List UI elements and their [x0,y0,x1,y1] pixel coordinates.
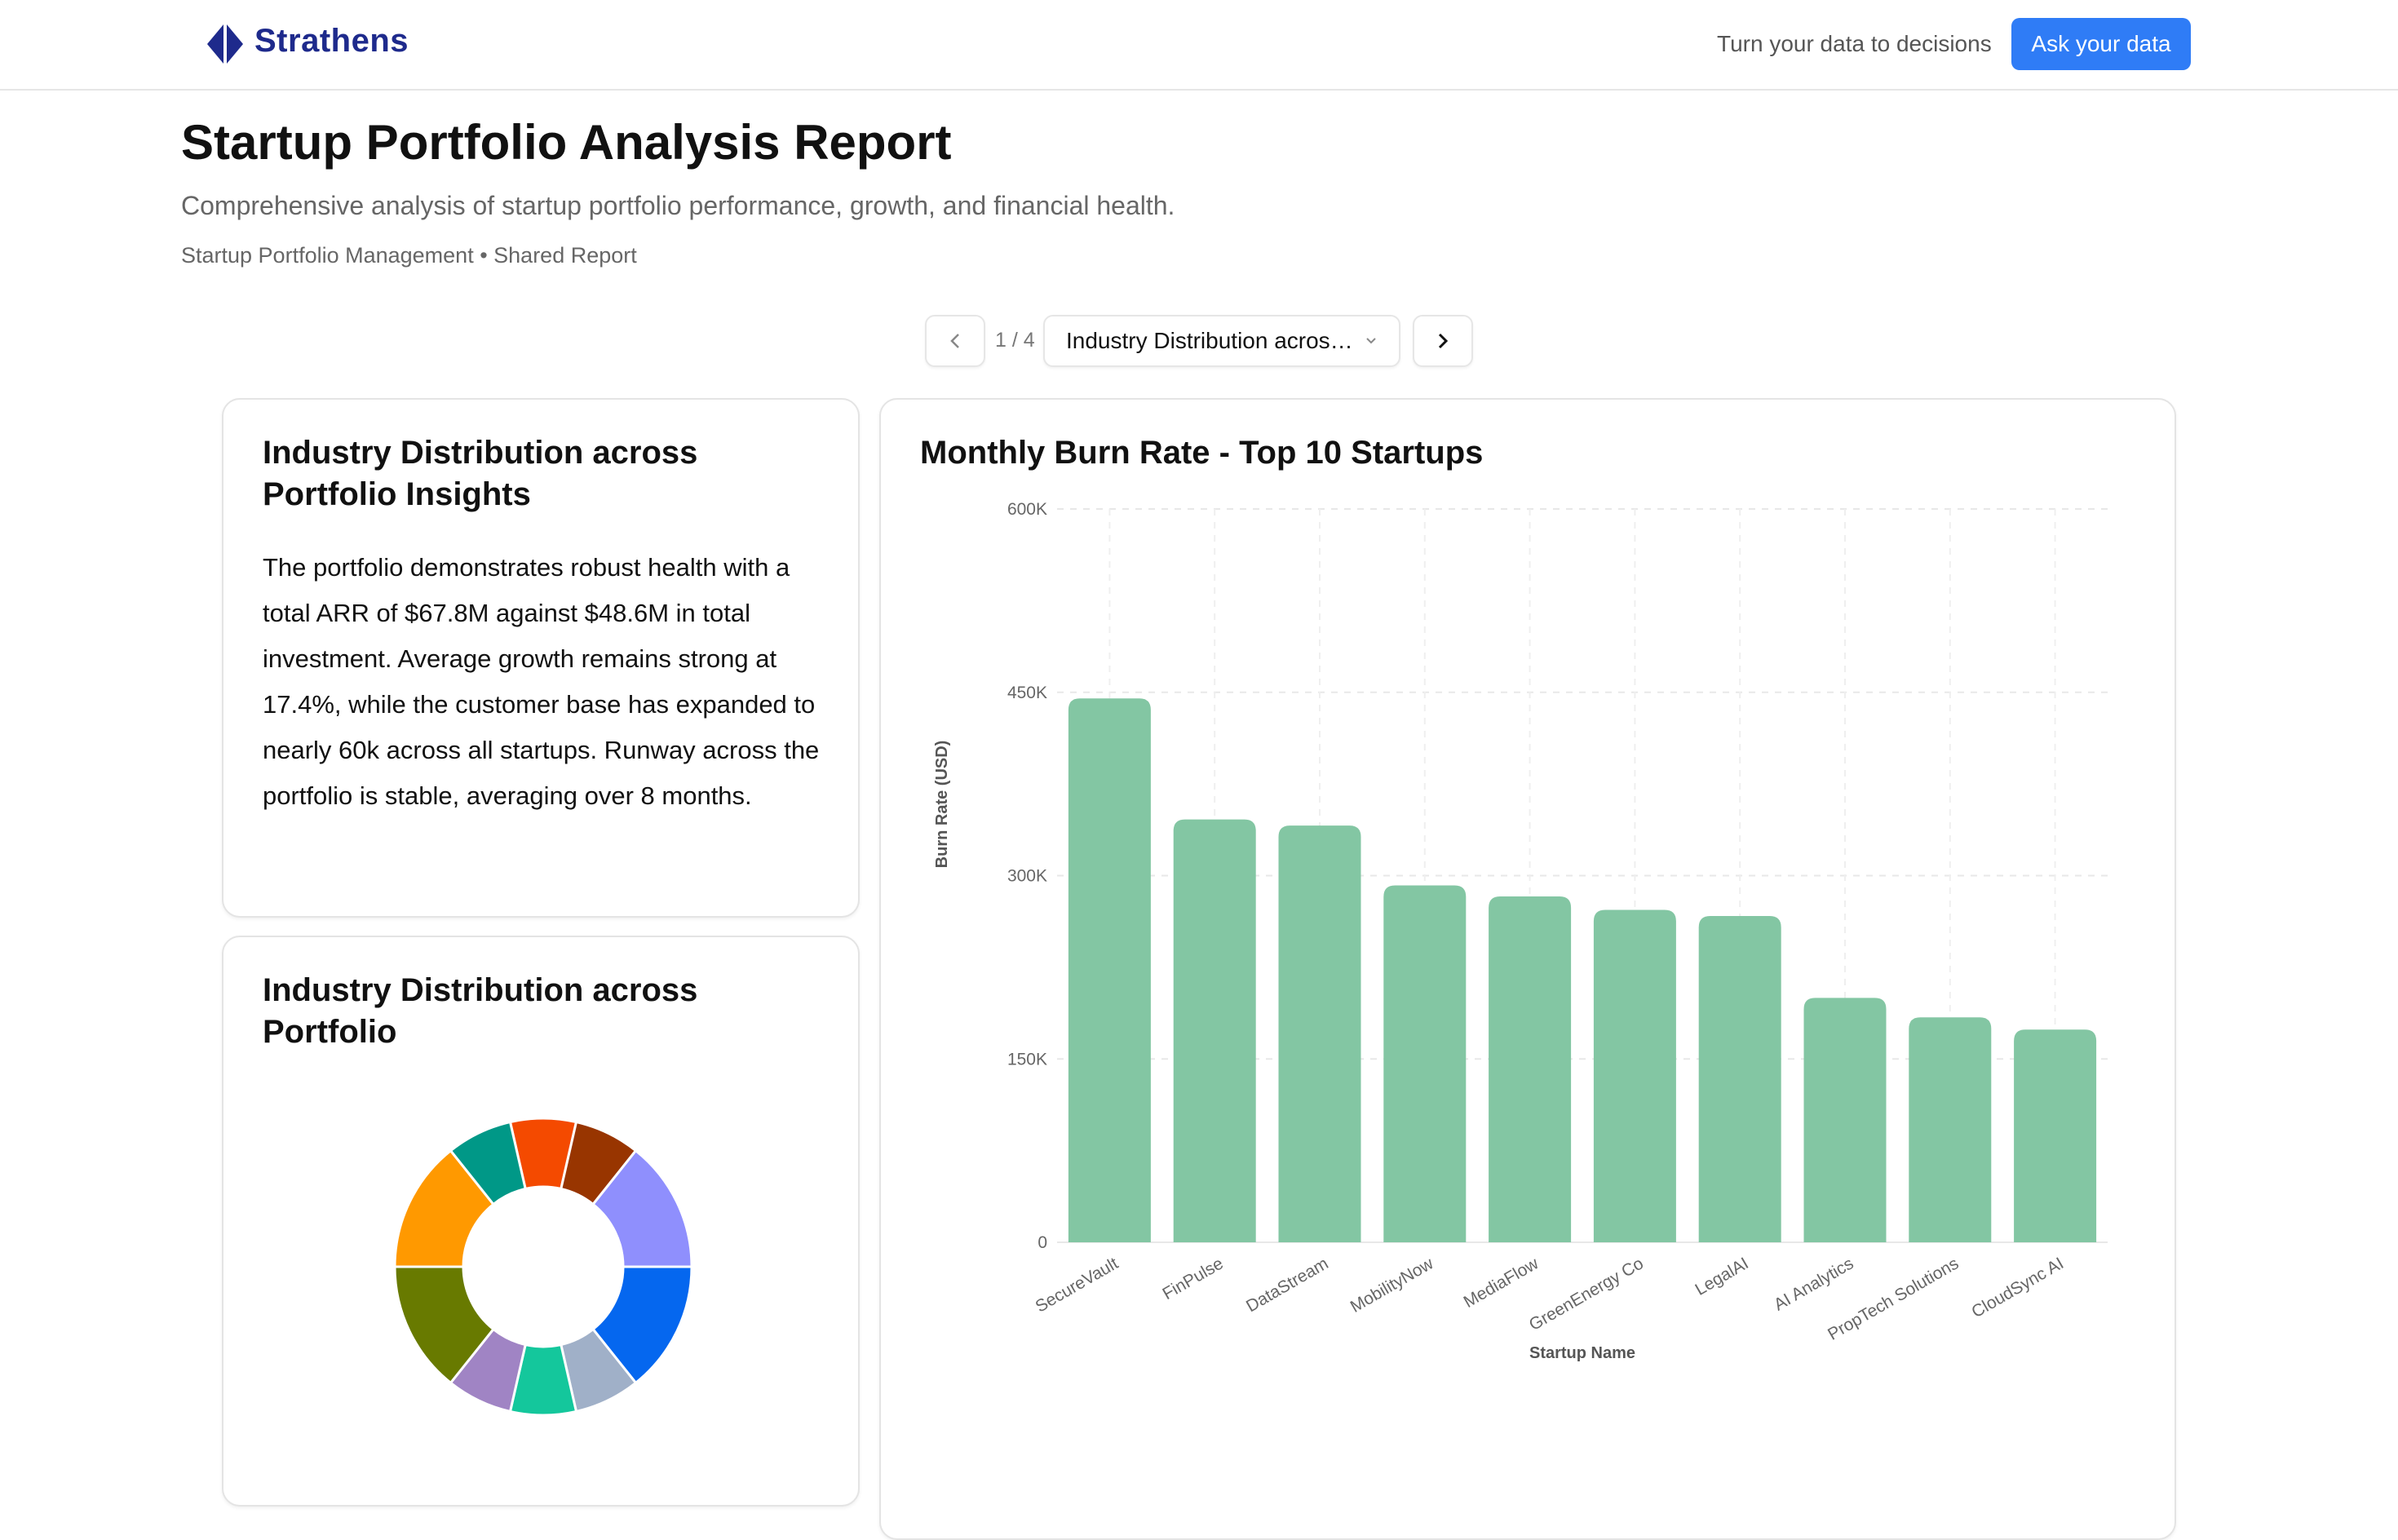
donut-chart-title: Industry Distribution across Portfolio [263,972,698,1050]
burn-rate-bar-chart: 0 150K 300K 450K 600K SecureVault FinPulse Data… [933,500,2108,1362]
x-tick-label: SecureVault [1033,1254,1122,1316]
donut-slice[interactable] [449,1120,527,1206]
chevron-right-icon [1438,333,1449,349]
x-axis-title: Startup Name [1529,1344,1635,1362]
x-tick-label: CloudSync AI [1968,1254,2067,1321]
y-tick-label: 450K [1007,684,1047,702]
report-meta: Startup Portfolio Management • Shared Re… [181,243,637,268]
x-tick-label: LegalAI [1692,1254,1752,1299]
bar[interactable] [1278,825,1361,1242]
chevron-down-icon [1366,338,1376,344]
x-tick-label: MediaFlow [1461,1254,1542,1312]
x-tick-label: AI Analytics [1771,1254,1857,1314]
bar[interactable] [1593,909,1676,1242]
top-nav: Strathens Turn your data to decisions As… [0,0,2398,91]
bar[interactable] [1803,998,1887,1242]
bar[interactable] [1383,885,1467,1242]
bar[interactable] [1698,915,1781,1242]
industry-distribution-card: Industry Distribution across Portfolio [222,936,860,1507]
bar[interactable] [1489,896,1572,1242]
bar[interactable] [2014,1029,2097,1242]
next-page-button[interactable] [1413,315,1473,367]
x-tick-label: GreenEnergy Co [1526,1254,1647,1334]
y-tick-label: 600K [1007,500,1047,519]
bar[interactable] [1068,698,1151,1242]
strathens-logo-icon [207,24,243,64]
x-tick-label: MobilityNow [1347,1254,1437,1317]
bar-chart-title: Monthly Burn Rate - Top 10 Startups [920,435,1484,471]
industry-donut-chart [393,1117,693,1417]
tagline: Turn your data to decisions [1717,31,1992,56]
insights-card: Industry Distribution across Portfolio I… [222,398,860,918]
bar[interactable] [1173,819,1256,1242]
x-tick-label: FinPulse [1159,1254,1226,1303]
page-subtitle: Comprehensive analysis of startup portfo… [181,191,1175,220]
prev-page-button[interactable] [925,315,985,367]
bar[interactable] [1909,1017,1992,1242]
y-tick-label: 150K [1007,1050,1047,1069]
insights-card-title: Industry Distribution across Portfolio I… [263,435,698,512]
page-indicator: 1 / 4 [995,329,1035,352]
insights-text: The portfolio demonstrates robust health… [263,553,820,810]
burn-rate-card: Monthly Burn Rate - Top 10 Startups 0 150… [879,398,2176,1540]
y-tick-label: 300K [1007,867,1047,886]
y-axis-title: Burn Rate (USD) [933,741,951,869]
chevron-left-icon [950,334,959,348]
x-tick-label: DataStream [1243,1254,1332,1316]
section-select-value: Industry Distribution acros… [1066,328,1353,353]
ask-your-data-button[interactable]: Ask your data [2011,18,2191,70]
y-tick-label: 0 [1038,1233,1047,1252]
section-select[interactable]: Industry Distribution acros… [1043,315,1400,367]
page-title: Startup Portfolio Analysis Report [181,115,952,170]
brand-name[interactable]: Strathens [254,23,409,59]
